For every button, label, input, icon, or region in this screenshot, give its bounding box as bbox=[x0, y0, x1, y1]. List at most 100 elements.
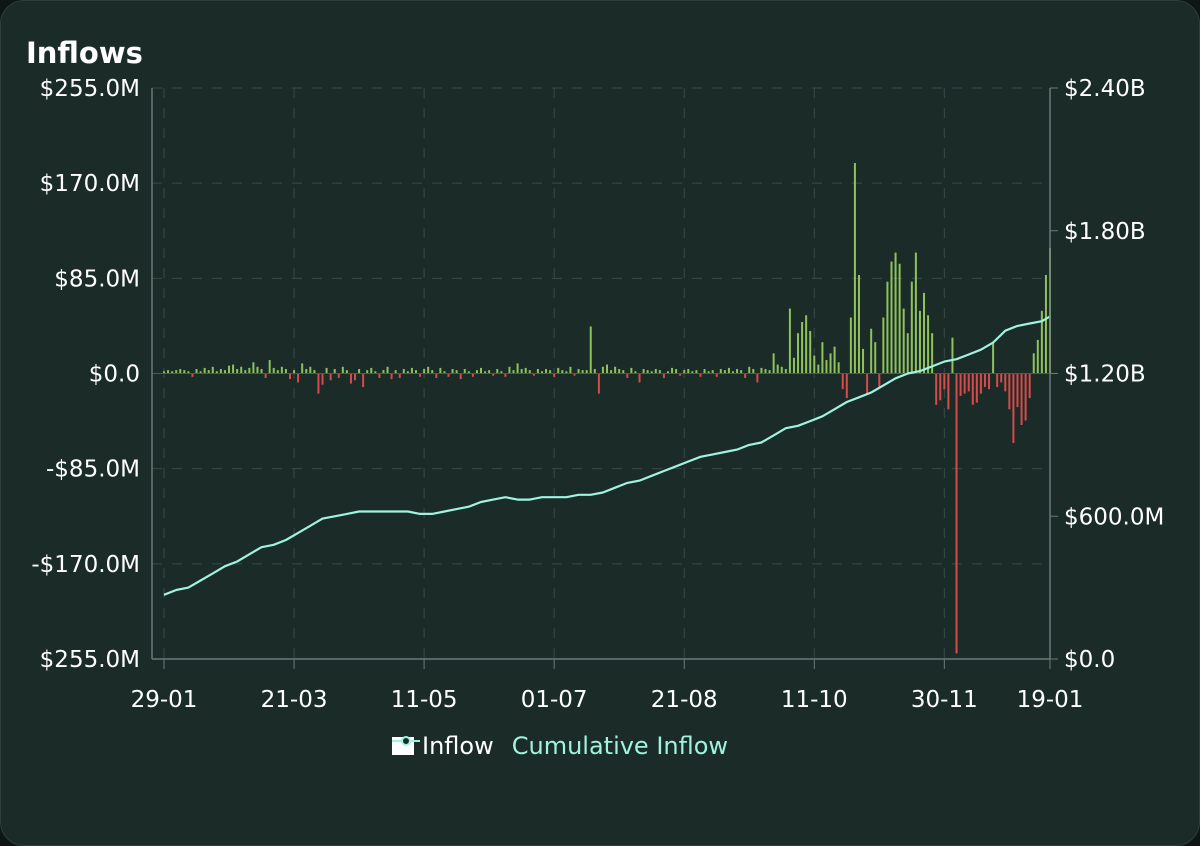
inflow-bar bbox=[727, 367, 730, 374]
inflow-bar bbox=[297, 373, 300, 383]
inflow-bar bbox=[504, 373, 507, 377]
inflow-bar bbox=[788, 308, 791, 374]
inflow-bar bbox=[435, 373, 438, 378]
inflow-bar bbox=[480, 367, 483, 374]
inflow-bar bbox=[589, 326, 592, 374]
inflow-bar bbox=[1008, 373, 1011, 410]
inflow-bar bbox=[374, 371, 377, 374]
inflow-bar bbox=[646, 370, 649, 374]
inflow-bar bbox=[813, 355, 816, 374]
inflow-bar bbox=[703, 369, 706, 374]
cumulative-line-icon bbox=[392, 736, 420, 746]
inflow-bar bbox=[1040, 310, 1043, 374]
inflow-bar bbox=[561, 370, 564, 374]
inflow-bar bbox=[362, 373, 365, 387]
inflow-bar bbox=[963, 373, 966, 394]
inflow-bar bbox=[488, 370, 491, 374]
inflow-bar bbox=[825, 360, 828, 374]
inflow-bar bbox=[744, 373, 747, 378]
inflow-bar bbox=[569, 366, 572, 374]
y-left-tick-label: $170.0M bbox=[40, 171, 140, 197]
inflow-bar bbox=[1044, 274, 1047, 374]
inflow-bar bbox=[260, 369, 263, 374]
inflow-bar bbox=[394, 370, 397, 374]
inflow-bar bbox=[305, 369, 308, 374]
legend: Inflow Cumulative Inflow bbox=[392, 732, 746, 760]
inflow-bar bbox=[455, 370, 458, 374]
inflow-bar bbox=[935, 373, 938, 405]
inflow-bar bbox=[512, 370, 515, 374]
inflow-bar bbox=[748, 366, 751, 374]
inflow-bar bbox=[163, 371, 165, 374]
x-tick-label: 11-05 bbox=[391, 687, 458, 713]
inflow-bar bbox=[687, 369, 690, 374]
inflow-bar bbox=[370, 367, 373, 374]
inflow-bar bbox=[931, 333, 934, 374]
inflow-bar bbox=[719, 369, 722, 374]
inflow-bar bbox=[215, 371, 218, 374]
y-right-tick-label: $0.0 bbox=[1064, 647, 1115, 673]
inflow-bar bbox=[366, 370, 369, 374]
inflow-bar bbox=[244, 370, 247, 374]
inflow-bar bbox=[736, 369, 739, 374]
legend-item-inflow[interactable]: Inflow bbox=[392, 732, 494, 760]
inflow-bar bbox=[516, 363, 519, 374]
inflow-bar bbox=[731, 371, 734, 374]
inflow-bar bbox=[882, 317, 885, 374]
inflow-bar bbox=[475, 370, 478, 374]
inflow-bar bbox=[606, 364, 608, 374]
inflow-bar bbox=[406, 371, 409, 374]
inflow-bar bbox=[321, 373, 324, 385]
inflow-bar bbox=[232, 364, 235, 374]
inflow-bar bbox=[809, 330, 812, 374]
inflow-bar bbox=[923, 292, 926, 374]
inflow-bar bbox=[252, 362, 255, 374]
inflow-bar bbox=[309, 366, 312, 374]
inflow-bar bbox=[187, 371, 190, 374]
inflow-bar bbox=[1028, 373, 1031, 399]
inflow-bar bbox=[780, 366, 783, 374]
inflow-bar bbox=[573, 373, 576, 376]
x-tick-label: 11-10 bbox=[781, 687, 848, 713]
inflow-bar bbox=[524, 367, 527, 374]
inflow-bar bbox=[439, 367, 442, 374]
inflow-bar bbox=[191, 373, 194, 377]
inflow-bar bbox=[610, 370, 613, 374]
inflow-bar bbox=[597, 373, 600, 394]
inflow-bar bbox=[740, 370, 743, 374]
legend-item-cumulative[interactable]: Cumulative Inflow bbox=[392, 732, 728, 760]
x-tick-label: 01-07 bbox=[521, 687, 588, 713]
inflow-bar bbox=[959, 373, 962, 396]
inflow-bar bbox=[902, 308, 905, 374]
x-tick-label: 29-01 bbox=[131, 687, 198, 713]
inflow-bar bbox=[179, 369, 182, 374]
cumulative-line bbox=[163, 315, 1051, 596]
inflow-bar bbox=[354, 373, 357, 381]
inflow-bar bbox=[337, 373, 340, 378]
inflow-bar bbox=[683, 370, 686, 374]
inflow-bar bbox=[419, 373, 422, 377]
inflow-bar bbox=[1000, 373, 1003, 383]
inflow-bar bbox=[443, 371, 446, 374]
inflow-bar bbox=[325, 367, 328, 374]
inflow-bar bbox=[992, 342, 995, 374]
inflow-bar bbox=[492, 373, 495, 376]
inflow-bar bbox=[500, 371, 503, 374]
inflow-bar bbox=[797, 333, 800, 374]
inflow-bar bbox=[577, 369, 580, 374]
inflow-bar bbox=[870, 328, 873, 374]
inflow-bar bbox=[898, 263, 901, 374]
inflow-bar bbox=[341, 366, 344, 374]
inflow-bar bbox=[171, 371, 174, 374]
inflow-bar bbox=[630, 367, 633, 374]
inflow-bar bbox=[532, 373, 535, 376]
inflow-bar bbox=[382, 370, 385, 374]
inflow-bar bbox=[776, 364, 779, 374]
inflow-bar bbox=[910, 281, 913, 374]
inflow-bar bbox=[752, 369, 755, 374]
inflow-bar bbox=[276, 370, 279, 374]
inflow-bar bbox=[951, 337, 954, 374]
inflow-bar bbox=[955, 373, 958, 654]
inflow-bar bbox=[675, 369, 678, 374]
